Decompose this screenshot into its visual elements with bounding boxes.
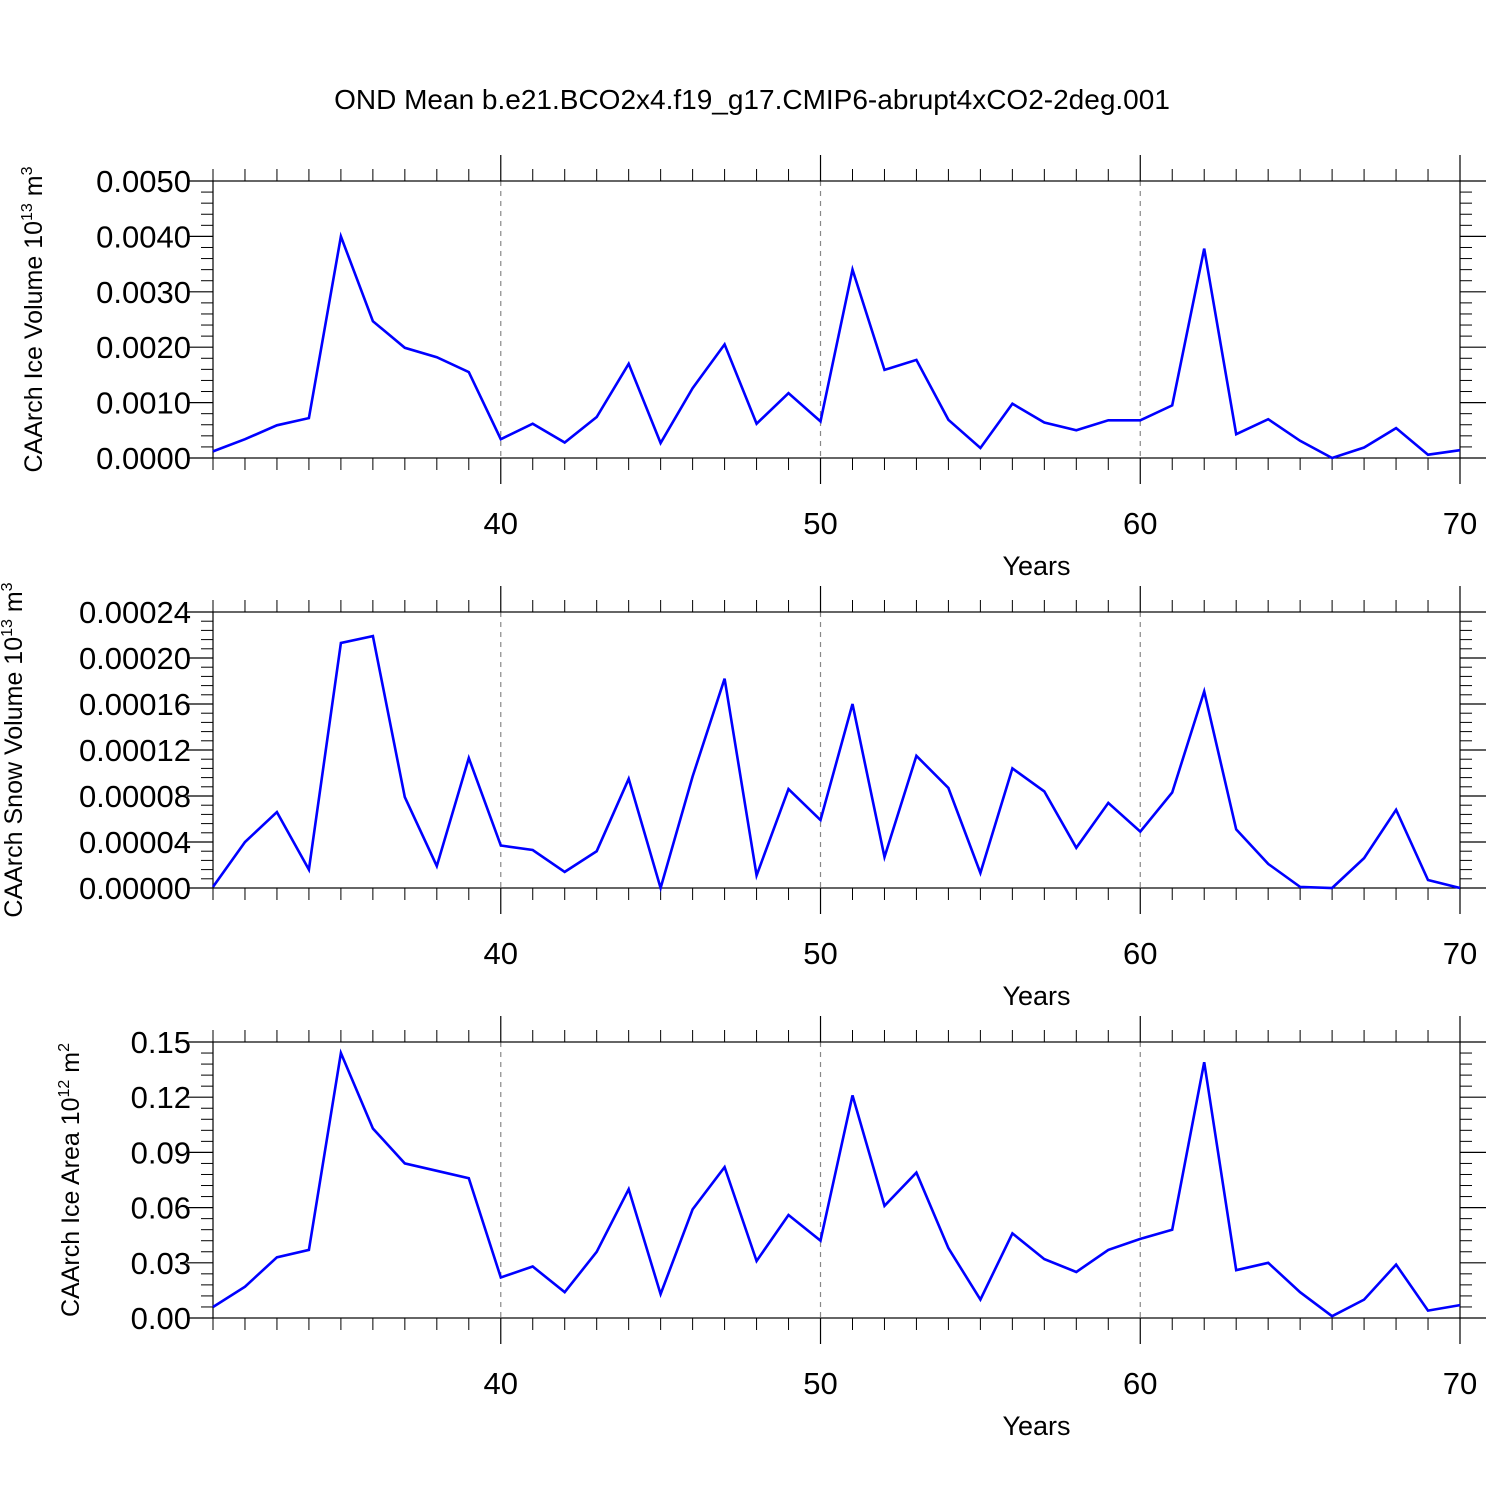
x-tick-label: 40 — [484, 506, 518, 541]
y-axis-label-unit-exponent: 3 — [0, 582, 16, 591]
y-tick-label: 0.0000 — [96, 441, 191, 476]
figure-title: OND Mean b.e21.BCO2x4.f19_g17.CMIP6-abru… — [334, 84, 1170, 115]
x-grid — [500, 1042, 1141, 1318]
x-grid — [500, 612, 1141, 888]
tick-marks — [187, 1016, 1486, 1344]
y-tick-label: 0.0040 — [96, 219, 191, 254]
y-axis-label-exponent: 13 — [0, 619, 16, 637]
x-tick-label: 40 — [484, 936, 518, 971]
y-axis-label-unit-exponent: 2 — [56, 1043, 73, 1052]
y-tick-label: 0.06 — [131, 1191, 191, 1226]
x-tick-label: 60 — [1123, 936, 1157, 971]
plot-frame — [212, 1041, 1461, 1319]
panel-ice-area: 0.000.030.060.090.120.15 40 50 60 70 Years … — [56, 1016, 1486, 1441]
y-axis-label-unit: m — [20, 175, 48, 203]
y-axis-label-exponent: 12 — [56, 1080, 73, 1098]
y-tick-label: 0.12 — [131, 1080, 191, 1115]
y-tick-label: 0.0050 — [96, 164, 191, 199]
y-tick-label: 0.00020 — [79, 641, 191, 676]
x-tick-label: 60 — [1123, 506, 1157, 541]
x-tick-label: 70 — [1443, 1366, 1477, 1401]
y-tick-label: 0.00004 — [79, 825, 191, 860]
y-tick-label: 0.00024 — [79, 595, 191, 630]
y-tick-label: 0.09 — [131, 1135, 191, 1170]
y-tick-label: 0.0020 — [96, 330, 191, 365]
x-axis-label: Years — [1002, 981, 1070, 1011]
y-tick-label: 0.0010 — [96, 386, 191, 421]
y-tick-label: 0.00008 — [79, 779, 191, 814]
x-tick-labels: 40 50 60 70 — [484, 1366, 1478, 1401]
y-tick-label: 0.0030 — [96, 275, 191, 310]
y-axis-label-text: CAArch Ice Area 10 — [57, 1097, 85, 1317]
y-axis-label-exponent: 13 — [19, 203, 36, 221]
x-grid — [500, 181, 1141, 458]
x-axis-label: Years — [1002, 1411, 1070, 1441]
x-tick-label: 50 — [803, 936, 837, 971]
y-axis-label-text: CAArch Ice Volume 10 — [20, 221, 48, 473]
y-axis-label: CAArch Snow Volume 1013 m3 — [0, 582, 28, 917]
x-tick-labels: 40 50 60 70 — [484, 936, 1478, 971]
y-tick-label: 0.00 — [131, 1301, 191, 1336]
x-tick-label: 50 — [803, 506, 837, 541]
y-tick-labels: 0.00000 0.00004 0.00008 0.00012 0.00016 0.000… — [79, 595, 191, 906]
y-axis-label-text: CAArch Snow Volume 10 — [0, 637, 28, 918]
y-axis-label: CAArch Ice Area 1012 m2 — [56, 1043, 85, 1317]
y-axis-label: CAArch Ice Volume 1013 m3 — [19, 166, 48, 472]
panel-snow-volume: 0.00000 0.00004 0.00008 0.00012 0.00016 0.000… — [0, 582, 1486, 1011]
y-tick-label: 0.15 — [131, 1025, 191, 1060]
tick-marks — [187, 586, 1486, 914]
ice-area-series-line — [212, 1048, 1461, 1318]
snow-volume-series-line — [211, 634, 1461, 893]
x-tick-label: 70 — [1443, 506, 1477, 541]
x-axis-label: Years — [1002, 551, 1070, 581]
x-tick-label: 40 — [484, 1366, 518, 1401]
y-tick-label: 0.00000 — [79, 871, 191, 906]
y-tick-label: 0.03 — [131, 1246, 191, 1281]
y-tick-labels: 0.00 0.03 0.06 0.09 0.12 0.15 — [131, 1025, 191, 1336]
y-tick-label: 0.00012 — [79, 733, 191, 768]
plot-frame — [212, 611, 1461, 889]
y-axis-label-unit-exponent: 3 — [19, 166, 36, 175]
ice-volume-series-line — [212, 231, 1461, 460]
tick-marks — [187, 155, 1486, 484]
x-tick-label: 50 — [803, 1366, 837, 1401]
y-axis-label-unit: m — [57, 1052, 85, 1080]
x-tick-labels: 40 50 60 70 — [484, 506, 1478, 541]
x-tick-label: 70 — [1443, 936, 1477, 971]
y-axis-label-unit: m — [0, 591, 28, 619]
x-tick-label: 60 — [1123, 1366, 1157, 1401]
y-tick-labels: 0.0000 0.0010 0.0020 0.0030 0.0040 0.0050 — [96, 164, 191, 476]
plot-frame — [212, 180, 1461, 459]
y-tick-label: 0.00016 — [79, 687, 191, 722]
panel-ice-volume: 0.0000 0.0010 0.0020 0.0030 0.0040 0.0050 40 5… — [19, 155, 1486, 581]
